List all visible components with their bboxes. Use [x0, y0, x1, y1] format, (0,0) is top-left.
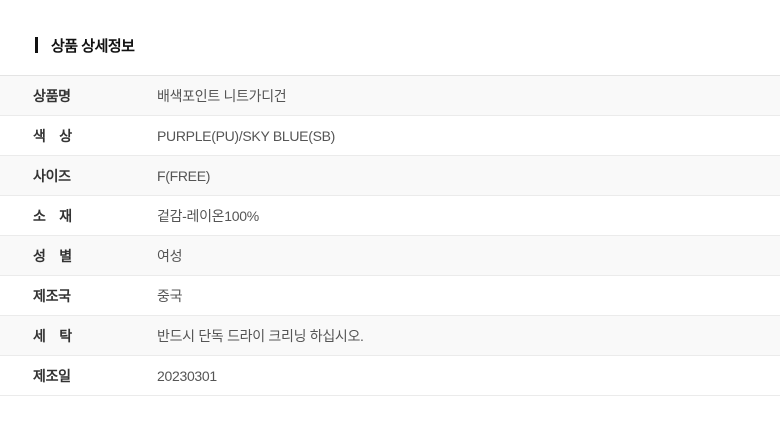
row-label: 제조국	[33, 287, 71, 304]
row-value: F(FREE)	[157, 167, 211, 184]
row-value: 중국	[157, 287, 183, 304]
section-header: 상품 상세정보	[35, 36, 780, 55]
section-title: 상품 상세정보	[51, 37, 135, 55]
row-label: 소 재	[33, 207, 72, 224]
table-row-gender: 성 별 여성	[0, 236, 780, 276]
row-label: 사이즈	[33, 167, 71, 184]
table-row-washing: 세 탁 반드시 단독 드라이 크리닝 하십시오.	[0, 316, 780, 356]
row-value: 여성	[157, 247, 183, 264]
product-detail-table: 상품명 배색포인트 니트가디건 색 상 PURPLE(PU)/SKY BLUE(…	[0, 75, 780, 396]
table-row-manufacture-date: 제조일 20230301	[0, 356, 780, 396]
row-value: 반드시 단독 드라이 크리닝 하십시오.	[157, 327, 364, 344]
row-value: 배색포인트 니트가디건	[157, 87, 287, 104]
title-accent-bar	[35, 37, 38, 53]
row-value: PURPLE(PU)/SKY BLUE(SB)	[157, 127, 336, 144]
table-row-product-name: 상품명 배색포인트 니트가디건	[0, 76, 780, 116]
table-row-country: 제조국 중국	[0, 276, 780, 316]
row-label: 세 탁	[33, 327, 72, 344]
row-value: 겉감-레이온100%	[157, 207, 259, 224]
table-row-material: 소 재 겉감-레이온100%	[0, 196, 780, 236]
row-label: 색 상	[33, 127, 72, 144]
row-label: 제조일	[33, 367, 71, 384]
table-row-color: 색 상 PURPLE(PU)/SKY BLUE(SB)	[0, 116, 780, 156]
table-row-size: 사이즈 F(FREE)	[0, 156, 780, 196]
row-value: 20230301	[157, 367, 217, 384]
row-label: 성 별	[33, 247, 72, 264]
row-label: 상품명	[33, 87, 71, 104]
